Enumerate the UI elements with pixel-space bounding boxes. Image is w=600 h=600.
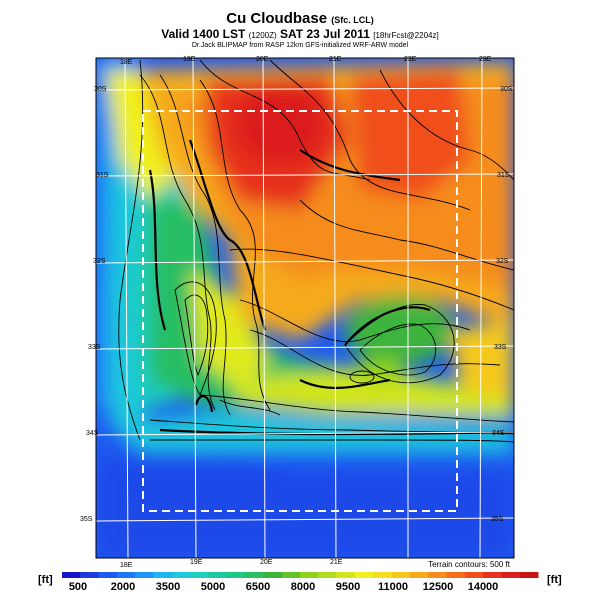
lat-label: 35S — [491, 516, 504, 523]
lat-label: 35S — [80, 516, 93, 523]
lon-label: 20E — [260, 559, 273, 566]
colorbar-swatch — [190, 572, 209, 578]
forecast-label: [18hrFcst@2204z] — [373, 31, 439, 40]
colorbar-tick-label: 14000 — [468, 581, 499, 593]
colorbar-swatch — [428, 572, 447, 578]
lat-label: 33S — [494, 344, 507, 351]
colorbar-swatch — [501, 572, 521, 578]
lat-labels-left: 30S 31S 32S 33S 34S 35S — [80, 86, 109, 523]
colorbar-swatch — [446, 572, 466, 578]
lon-label: 21E — [329, 56, 342, 63]
graticule — [96, 58, 514, 558]
colorbar-tick-label: 500 — [69, 581, 87, 593]
lon-label: 23E — [479, 56, 492, 63]
bold-contours — [148, 139, 514, 436]
lat-label: 34S — [492, 430, 505, 437]
colorbar-swatch — [391, 572, 411, 578]
lat-label: 30S — [94, 86, 107, 93]
map-frame — [95, 57, 515, 559]
colorbar-swatch — [171, 572, 191, 578]
colorbar-swatch — [135, 572, 155, 578]
chart-title: Cu Cloudbase (Sfc. LCL) — [0, 10, 600, 27]
lon-label: 22E — [404, 56, 417, 63]
colorbar-swatch — [226, 572, 246, 578]
lon-label: 18E — [120, 59, 133, 66]
lon-label: 19E — [183, 56, 196, 63]
colorbar-swatch — [354, 572, 374, 578]
lat-label: 32S — [93, 258, 106, 265]
lon-label: 20E — [256, 56, 269, 63]
title-suffix: (Sfc. LCL) — [331, 15, 374, 25]
lon-labels-bottom: 18E 19E 20E 21E — [120, 559, 343, 569]
colorbar-swatch — [80, 572, 100, 578]
colorbar-swatch — [281, 572, 301, 578]
colorbar-swatch — [245, 572, 264, 578]
colorbar-ticks: 500 2000 3500 5000 6500 8000 9500 11000 12500 140… — [69, 581, 498, 593]
colorbar-tick-label: 6500 — [246, 581, 270, 593]
inner-domain-box — [142, 110, 458, 512]
unit-label-left: [ft] — [38, 574, 53, 586]
lon-label: 19E — [190, 559, 203, 566]
colorbar-swatch — [153, 572, 173, 578]
lat-label: 34S — [86, 430, 99, 437]
lon-labels-top: 18E 19E 20E 21E 22E 23E — [120, 56, 492, 66]
colorbar-swatch — [98, 572, 118, 578]
terrain-note: Terrain contours: 500 ft — [428, 560, 511, 569]
lat-label: 33S — [88, 344, 101, 351]
colorbar-tick-label: 8000 — [291, 581, 315, 593]
colorbar-swatch — [409, 572, 429, 578]
title-main: Cu Cloudbase — [226, 10, 328, 27]
colorbar-swatch — [318, 572, 338, 578]
colorbar-tick-label: 12500 — [423, 581, 454, 593]
colorbar-swatch — [464, 572, 484, 578]
colorbar-swatch — [208, 572, 228, 578]
unit-label-right: [ft] — [547, 574, 562, 586]
colorbar-swatch — [263, 572, 283, 578]
valid-time: Valid 1400 LST (1200Z) SAT 23 Jul 2011 [… — [0, 27, 600, 41]
colorbar-tick-label: 2000 — [111, 581, 135, 593]
colorbar-swatch — [336, 572, 356, 578]
model-credit: Dr.Jack BLIPMAP from RASP 12km GFS-initi… — [191, 42, 409, 49]
valid-code: (1200Z) — [248, 31, 277, 40]
colorbar-swatch — [519, 572, 539, 578]
lat-label: 31S — [497, 172, 510, 179]
lon-label: 18E — [120, 562, 133, 569]
colorbar-tick-label: 11000 — [378, 581, 408, 593]
colorbar-tick-label: 9500 — [336, 581, 360, 593]
colorbar-swatch — [300, 572, 319, 578]
lat-label: 32S — [496, 258, 509, 265]
lat-label: 31S — [96, 172, 109, 179]
valid-date: SAT 23 Jul 2011 — [280, 27, 370, 41]
colorbar-tick-label: 3500 — [156, 581, 180, 593]
colorbar-swatch — [116, 572, 136, 578]
colorbar — [62, 572, 539, 578]
cloudbase-field — [96, 58, 514, 558]
valid-label: Valid 1400 LST — [161, 27, 246, 41]
colorbar-swatch — [62, 572, 81, 578]
colorbar-swatch — [483, 572, 502, 578]
lat-labels-right: 30S 31S 32S 33S 34S 35S — [491, 86, 513, 523]
lat-label: 30S — [500, 86, 513, 93]
colorbar-swatch — [373, 572, 393, 578]
colorbar-tick-label: 5000 — [201, 581, 225, 593]
lon-label: 21E — [330, 559, 343, 566]
